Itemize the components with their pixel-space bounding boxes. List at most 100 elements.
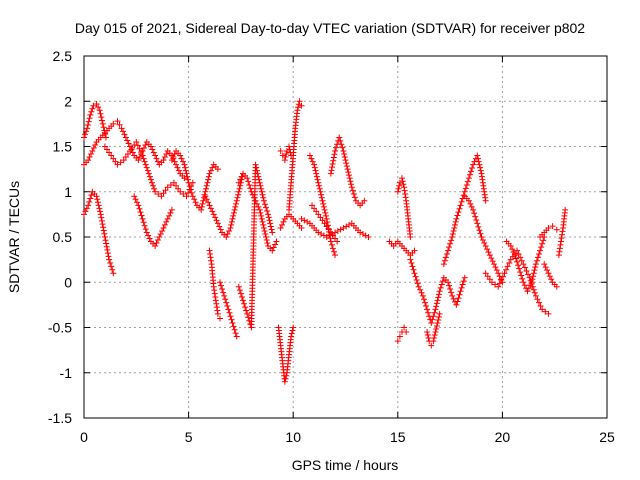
data-point-fill xyxy=(337,137,344,144)
series-trace-o xyxy=(286,98,305,213)
y-tick-labels: -1.5 -1 -0.5 0 0.5 1 1.5 2 2.5 xyxy=(48,48,72,426)
data-point-fill xyxy=(228,221,235,228)
series-trace-ac xyxy=(537,223,560,240)
data-point-fill xyxy=(175,167,182,174)
data-point-fill xyxy=(150,182,157,189)
data-point-fill xyxy=(134,142,141,149)
data-point xyxy=(256,206,263,213)
data-point xyxy=(298,215,305,222)
data-point-fill xyxy=(451,221,458,228)
data-point-fill xyxy=(322,212,329,219)
data-point-fill xyxy=(476,227,483,234)
data-point xyxy=(361,197,368,204)
data-point xyxy=(340,224,347,231)
data-point xyxy=(235,179,242,186)
data-point-fill xyxy=(459,281,466,288)
data-point xyxy=(85,157,92,164)
data-point-fill xyxy=(413,276,420,283)
data-point xyxy=(87,111,94,118)
data-point xyxy=(168,157,175,164)
data-point-fill xyxy=(140,155,147,162)
axis-ticks xyxy=(83,55,608,419)
data-point xyxy=(143,229,150,236)
data-point xyxy=(252,161,259,168)
data-point-fill xyxy=(556,245,563,252)
data-point xyxy=(419,292,426,299)
data-point xyxy=(298,224,305,231)
data-point-fill xyxy=(258,212,265,219)
data-point-fill xyxy=(207,250,214,257)
data-point xyxy=(118,125,125,132)
data-point-fill xyxy=(471,210,478,217)
data-point-fill xyxy=(263,204,270,211)
data-point xyxy=(415,283,422,290)
data-point-fill xyxy=(498,276,505,283)
data-point xyxy=(440,261,447,268)
data-point-fill xyxy=(529,276,536,283)
data-point-fill xyxy=(142,226,149,233)
data-point-fill xyxy=(331,151,338,158)
data-point-fill xyxy=(125,140,132,147)
data-point-fill xyxy=(517,254,524,261)
data-point-fill xyxy=(475,223,482,230)
data-point-fill xyxy=(154,237,161,244)
data-point-fill xyxy=(203,182,210,189)
data-point-fill xyxy=(98,214,105,221)
data-point-fill xyxy=(546,273,553,280)
data-point-fill xyxy=(160,190,167,197)
data-point-fill xyxy=(477,230,484,237)
data-point-fill xyxy=(155,191,162,198)
data-point-fill xyxy=(469,164,476,171)
data-point-fill xyxy=(167,209,174,216)
data-point xyxy=(394,188,401,195)
data-point-fill xyxy=(332,235,339,242)
data-point xyxy=(206,170,213,177)
data-point-fill xyxy=(283,372,290,379)
data-point-fill xyxy=(209,164,216,171)
series-trace-y xyxy=(440,152,489,268)
data-point-fill xyxy=(345,169,352,176)
y-axis-label: SDTVAR / TECUs xyxy=(6,181,22,293)
data-point xyxy=(127,148,134,155)
data-point-fill xyxy=(90,145,97,152)
data-point-fill xyxy=(333,144,340,151)
data-point-fill xyxy=(441,257,448,264)
data-point-fill xyxy=(233,197,240,204)
data-point-fill xyxy=(431,332,438,339)
data-point-fill xyxy=(258,215,265,222)
data-point-fill xyxy=(460,278,467,285)
data-point-fill xyxy=(512,255,519,262)
data-point-fill xyxy=(222,296,229,303)
data-point-fill xyxy=(99,221,106,228)
data-point-fill xyxy=(237,290,244,297)
data-point-fill xyxy=(100,124,107,131)
data-point-fill xyxy=(439,278,446,285)
data-point-fill xyxy=(530,286,537,293)
data-point-fill xyxy=(295,104,302,111)
data-point xyxy=(407,256,414,263)
y-tick-label: 0 xyxy=(64,274,72,290)
data-point-fill xyxy=(211,290,218,297)
data-point-fill xyxy=(212,214,219,221)
data-point-fill xyxy=(218,282,225,289)
data-point-fill xyxy=(261,201,268,208)
data-point-fill xyxy=(418,289,425,296)
data-point-fill xyxy=(489,258,496,265)
data-point xyxy=(401,184,408,191)
data-point xyxy=(511,252,518,259)
data-point-fill xyxy=(145,232,152,239)
data-point-fill xyxy=(97,208,104,215)
data-point xyxy=(470,206,477,213)
y-tick-label: 1 xyxy=(64,184,72,200)
data-point-fill xyxy=(245,314,252,321)
data-point xyxy=(181,161,188,168)
data-point-fill xyxy=(519,275,526,282)
data-point-fill xyxy=(110,155,117,162)
data-point xyxy=(227,224,234,231)
data-point-fill xyxy=(279,221,286,228)
data-point xyxy=(553,226,560,233)
data-point-fill xyxy=(104,146,111,153)
data-point-fill xyxy=(400,181,407,188)
data-point-fill xyxy=(359,230,366,237)
data-point xyxy=(532,261,539,268)
